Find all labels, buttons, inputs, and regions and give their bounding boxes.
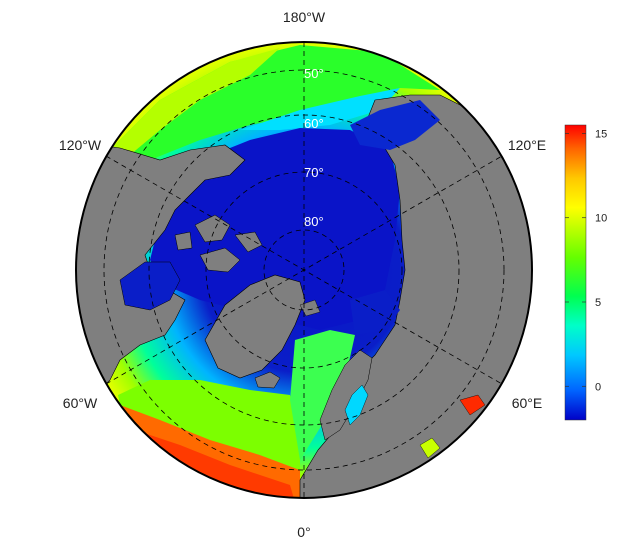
norwegian-sea-band	[290, 330, 355, 460]
colorbar-ramp	[564, 124, 587, 421]
lat-label-50: 50°	[304, 66, 324, 81]
lon-label-lower-left: 60°W	[63, 395, 98, 411]
caspian-sea	[419, 437, 441, 459]
lat-label-60: 60°	[304, 116, 324, 131]
scandinavia	[319, 349, 373, 441]
warm-inland-sea	[459, 394, 486, 416]
parallel-80	[263, 229, 345, 311]
pacific-band	[110, 45, 440, 160]
barents-sea	[350, 290, 400, 335]
lon-label-bottom: 0°	[297, 524, 310, 540]
meridian-120	[105, 155, 503, 385]
colorbar-tick-label: 15	[595, 128, 607, 140]
colorbar-tick-label: 0	[595, 381, 601, 393]
pacific-outer-band	[110, 48, 280, 155]
lon-label-top: 180°W	[283, 9, 326, 25]
iceland	[254, 371, 281, 389]
lat-label-70: 70°	[304, 165, 324, 180]
baltic-sea	[344, 384, 369, 426]
lon-label-upper-right: 120°E	[508, 137, 546, 153]
map-frame	[75, 41, 533, 499]
canadian-archipelago	[174, 214, 263, 273]
east-siberian-ocean-pocket	[350, 100, 440, 150]
colorbar: 15 10 5 0	[564, 124, 607, 421]
lat-label-80: 80°	[304, 214, 324, 229]
parallel-50	[103, 69, 505, 471]
colorbar-tick-label: 10	[595, 213, 607, 225]
atlantic-mid-band	[118, 380, 300, 470]
graticule	[103, 42, 505, 498]
greenland-landmass	[204, 274, 306, 379]
colorbar-tick-label: 5	[595, 297, 601, 309]
lon-label-lower-right: 60°E	[512, 395, 543, 411]
map-disk	[76, 42, 532, 498]
bering-cyan-band	[240, 88, 400, 130]
lon-label-upper-left: 120°W	[59, 137, 102, 153]
colorbar-ticks: 15 10 5 0	[565, 128, 607, 393]
